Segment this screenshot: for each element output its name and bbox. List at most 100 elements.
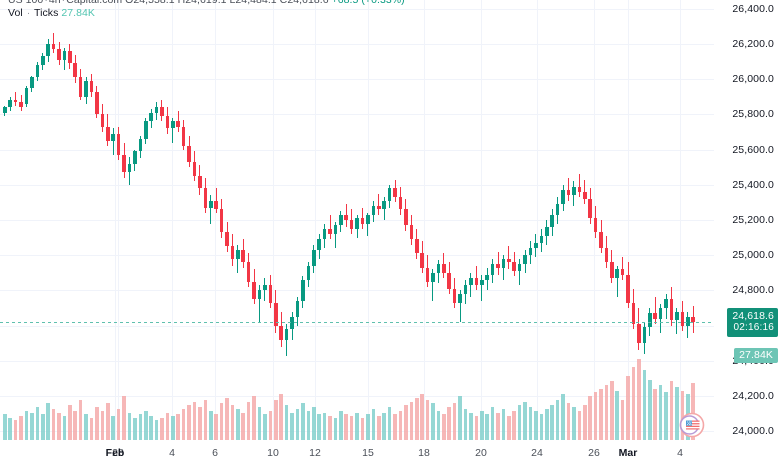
last-price-badge[interactable]: 24,618.6 02:16:16 — [727, 308, 778, 338]
candle-body — [534, 242, 538, 249]
volume-bar — [642, 370, 647, 440]
candle-wick — [378, 193, 380, 215]
candle-body — [517, 264, 522, 272]
volume-bar — [203, 399, 208, 440]
volume-badge[interactable]: 27.84K — [734, 348, 778, 363]
candle-body — [523, 255, 527, 264]
gridline-h — [0, 149, 714, 151]
time-axis-tick: 20 — [475, 447, 487, 459]
candle-body — [599, 232, 603, 249]
candle-body — [149, 112, 153, 122]
candle-wick — [432, 269, 434, 301]
volume-bar — [528, 407, 533, 440]
volume-bar — [393, 414, 397, 440]
candle-body — [463, 285, 468, 294]
candle-body — [669, 299, 674, 321]
volume-bar — [539, 414, 544, 440]
candle-body — [442, 264, 446, 273]
volume-bar — [176, 414, 181, 440]
candle-body — [230, 246, 235, 259]
volume-bar — [664, 392, 668, 440]
gridline-h — [0, 8, 714, 10]
candle-wick — [567, 177, 569, 201]
volume-bar — [371, 408, 376, 440]
candle-body — [577, 186, 582, 192]
volume-bar — [647, 379, 652, 440]
volume-bar — [675, 386, 679, 440]
candle-body — [51, 44, 56, 50]
volume-bar — [279, 394, 283, 440]
candle-body — [474, 278, 479, 286]
candle-body — [100, 114, 105, 127]
time-axis-tick: 24 — [531, 447, 543, 459]
volume-bar — [404, 405, 408, 440]
candle-body — [208, 200, 213, 208]
volume-bar — [198, 407, 202, 440]
volume-bar — [490, 407, 495, 440]
gridline-h — [0, 44, 714, 45]
price-plot-area[interactable] — [0, 0, 714, 440]
volume-bar — [620, 399, 625, 440]
candle-body — [154, 107, 159, 113]
candle-body — [198, 176, 202, 189]
candle-body — [420, 253, 424, 268]
candle-body — [626, 274, 630, 303]
volume-bar — [631, 366, 636, 440]
gridline-h — [0, 360, 714, 362]
candle-body — [62, 51, 67, 60]
gridline-h — [0, 114, 714, 116]
volume-bar — [691, 383, 695, 440]
volume-bar — [257, 407, 262, 440]
volume-bar — [230, 405, 235, 440]
volume-bar — [387, 407, 392, 440]
candle-wick — [654, 297, 656, 324]
candle-body — [680, 311, 685, 326]
volume-bar — [241, 412, 246, 440]
candle-body — [89, 80, 94, 92]
time-axis[interactable]: 28 Feb 4 6 10 12 15 18 20 24 26 Mar 4 — [0, 440, 780, 470]
candle-wick — [519, 258, 521, 286]
volume-bar — [339, 410, 343, 440]
volume-bar — [322, 412, 327, 440]
volume-bar — [582, 405, 587, 440]
candle-body — [642, 327, 647, 344]
candle-body — [105, 126, 110, 141]
candle-body — [219, 209, 224, 233]
price-axis-tick: 25,000.0 — [732, 249, 774, 262]
candle-body — [35, 65, 40, 78]
time-axis-tick: 12 — [309, 447, 321, 459]
volume-bar — [24, 410, 29, 440]
volume-bar — [382, 412, 386, 440]
price-axis-tick: 25,600.0 — [732, 143, 774, 156]
price-axis[interactable]: 26,400.0 26,200.0 26,000.0 25,800.0 25,600.0… — [714, 0, 780, 440]
candle-body — [138, 139, 143, 152]
candle-wick — [15, 91, 17, 106]
candle-body — [675, 311, 679, 321]
candle-body — [241, 249, 246, 263]
candle-body — [295, 300, 300, 317]
candle-body — [664, 299, 668, 308]
volume-bar — [425, 399, 430, 440]
price-axis-tick: 26,000.0 — [732, 73, 774, 86]
volume-bar — [95, 407, 99, 440]
time-axis-tick: 15 — [362, 447, 374, 459]
candle-wick — [334, 221, 336, 249]
time-axis-tick: Feb — [105, 447, 125, 459]
volume-bar — [100, 410, 105, 440]
volume-bar — [501, 408, 506, 440]
candle-wick — [475, 265, 477, 291]
volume-bar — [344, 414, 349, 440]
candle-wick — [616, 265, 618, 298]
candle-body — [414, 239, 419, 254]
gridline-h — [0, 184, 714, 186]
candle-body — [393, 188, 397, 198]
candle-body — [490, 264, 495, 275]
volume-bar — [181, 408, 186, 440]
candle-body — [366, 214, 370, 224]
candle-body — [263, 285, 267, 291]
volume-bar — [111, 416, 115, 440]
candle-body — [78, 77, 83, 97]
volume-bar — [512, 410, 517, 440]
volume-bar — [626, 375, 630, 440]
candle-body — [615, 269, 620, 279]
